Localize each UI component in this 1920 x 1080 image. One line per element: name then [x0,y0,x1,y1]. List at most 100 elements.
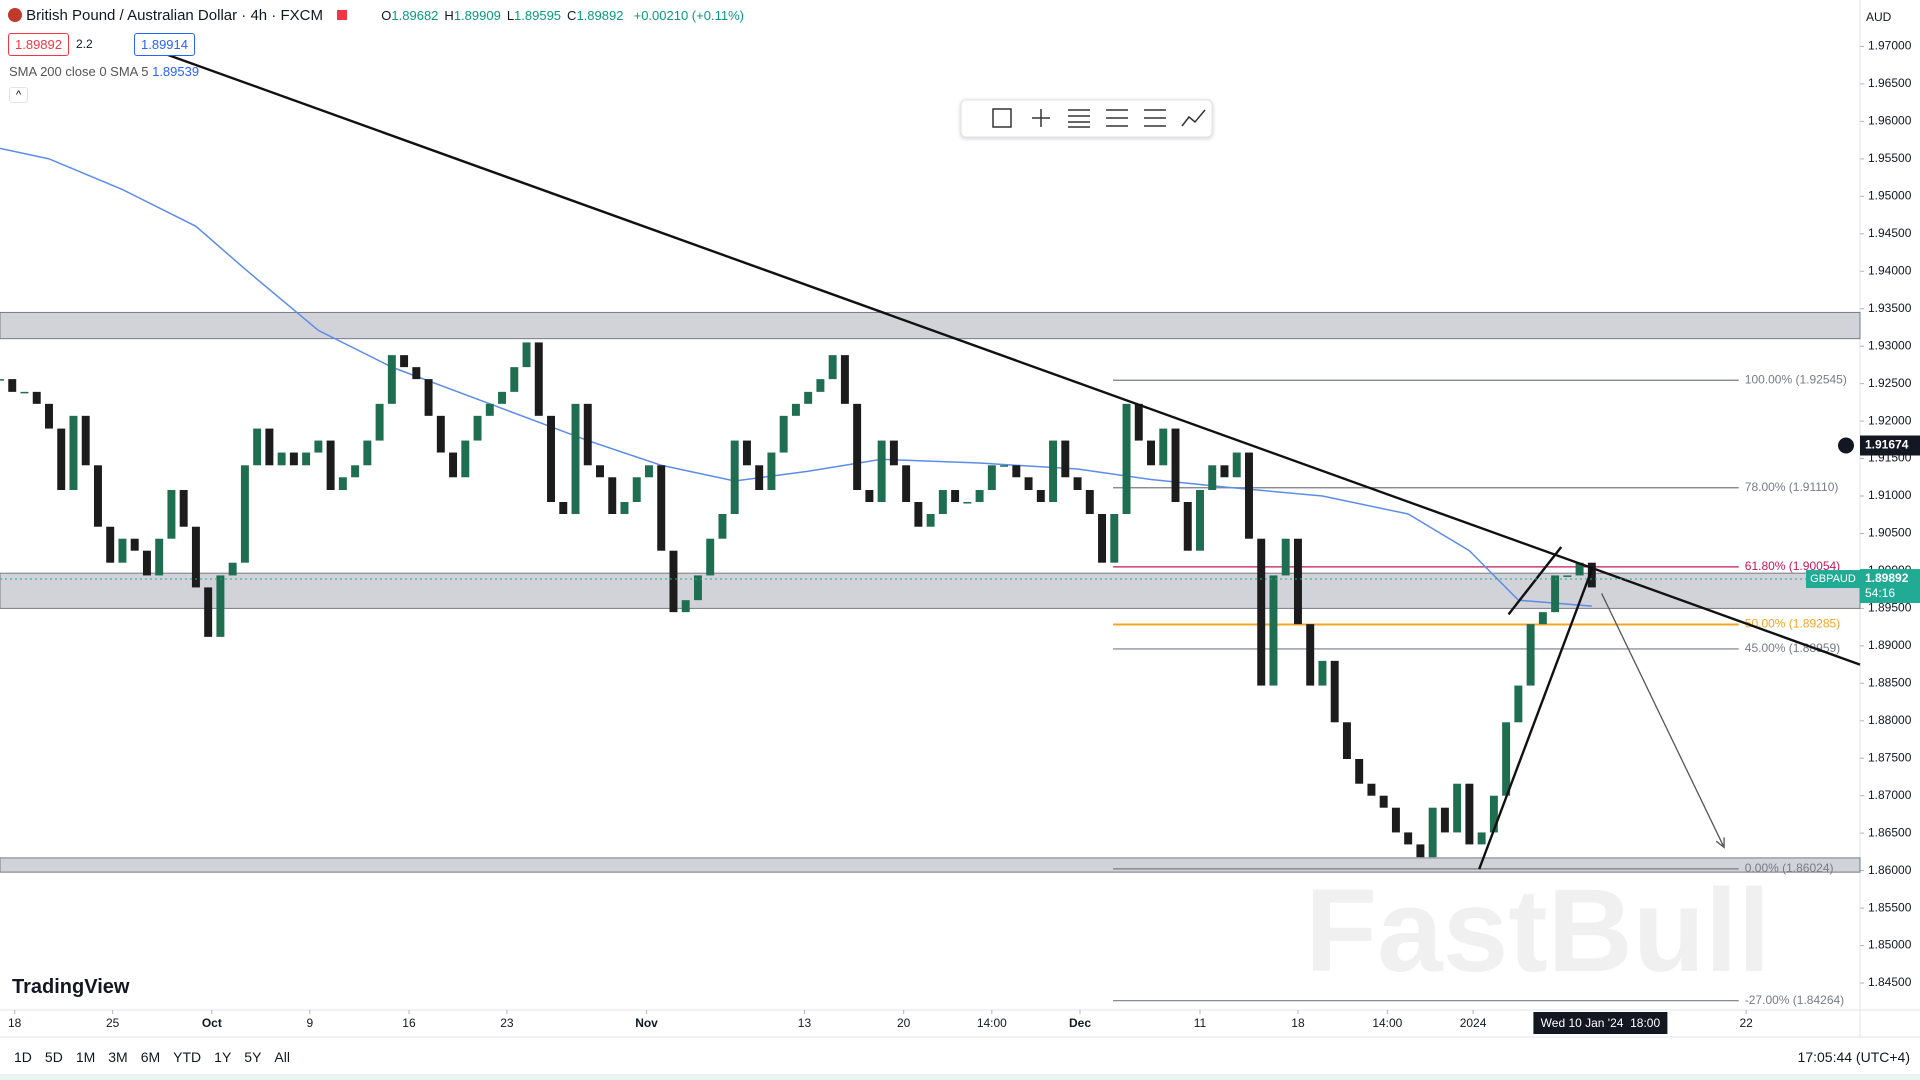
tool-settings[interactable] [1106,109,1128,127]
candle [559,502,568,514]
logo[interactable]: TradingView [12,976,130,998]
x-tick-label: 13 [798,1016,812,1030]
x-tick-label: 14:00 [1372,1016,1402,1030]
zone [0,572,1861,609]
ask[interactable]: 1.89914 [134,33,195,56]
tool-lines[interactable] [1068,109,1090,128]
candle [1220,465,1229,478]
candle [45,403,53,429]
fib-label: 78.00% (1.91110) [1745,480,1839,494]
timeframe-button[interactable]: 5D [44,1049,63,1065]
symbol[interactable]: British Pound / Australian Dollar · 4h ·… [26,7,323,24]
indicator[interactable]: SMA 200 close 0 SMA 5 1.89539 [9,64,199,79]
candle [1587,562,1596,588]
candle [449,452,458,478]
candle [81,415,90,466]
y-tick-label: 1.92000 [1868,413,1912,427]
candle [1342,722,1351,759]
y-tick-label: 1.97000 [1868,39,1912,53]
zone [0,311,1861,340]
drawing-toolbar[interactable] [960,99,1213,138]
candle [461,440,470,478]
candle [938,490,947,514]
y-tick-label: 1.92500 [1868,376,1912,390]
symbol-tag [1806,570,1860,589]
timeframe-bar: 1D 5D 1M 3M 6M YTD 1Y 5Y All [14,1049,303,1065]
tool-filter[interactable] [1144,109,1166,127]
indicator-value: 1.89539 [152,64,200,79]
candle [608,477,617,514]
candle [571,403,580,514]
timeframe-button[interactable]: 1Y [214,1049,232,1065]
timeframe-button[interactable]: 1M [75,1049,96,1065]
timeframe-button[interactable]: 3M [108,1049,128,1065]
currency[interactable]: AUD [1866,10,1892,24]
symbol-icon [8,8,22,22]
candle [1171,428,1180,503]
candle [645,465,653,478]
crosshair-price-tag [1860,435,1920,456]
candle [706,538,715,576]
timeframe-button[interactable]: YTD [173,1049,202,1065]
x-tick-label: 20 [897,1016,911,1030]
y-tick-label: 1.93000 [1868,338,1912,352]
candle [1514,685,1523,723]
candle [1122,403,1131,514]
crosshair-time-tag [1533,1012,1668,1034]
candle [1049,440,1058,503]
candle [1000,465,1009,467]
collapse-button[interactable]: ^ [9,87,29,103]
ohlc-value: 1.89682 [391,8,439,23]
fib-label: -27.00% (1.84264) [1745,993,1844,1007]
trendline [1478,569,1593,870]
candle [1012,465,1021,478]
candle [1526,624,1535,686]
candle [69,415,78,491]
candle [179,490,188,527]
y-tick-label: 1.96500 [1868,76,1912,90]
candle [1232,452,1241,478]
bid[interactable]: 1.89892 [8,33,69,56]
timeframe-button[interactable]: 5Y [244,1049,262,1065]
ohlc-label: H [444,8,454,23]
candle [755,465,764,491]
candle [265,428,274,466]
candle [914,502,923,527]
candle [816,379,825,392]
candle [191,526,200,588]
candle [8,379,17,392]
candle [253,428,262,466]
candle [485,403,494,416]
x-tick-label: 9 [306,1016,313,1030]
tool-trend[interactable] [1181,109,1206,127]
candle [1551,575,1560,613]
y-tick-label: 1.87500 [1868,750,1912,764]
candle [693,575,702,601]
candle [228,562,237,576]
candle [853,403,862,491]
candle [1355,758,1364,784]
candle [498,391,507,404]
tool-rect[interactable] [992,108,1012,128]
clock[interactable]: 17:05:44 (UTC+4) [1797,1049,1910,1065]
countdown: 54:16 [1865,586,1895,600]
ohlc-label: C [567,8,577,23]
candle [828,355,837,380]
candle [1330,660,1339,723]
tool-cross[interactable] [1032,109,1050,127]
y-tick-label: 1.85500 [1868,900,1912,914]
candle [1563,575,1572,577]
candle [1575,562,1584,576]
x-tick-label: 14:00 [977,1016,1007,1030]
timeframe-button[interactable]: 6M [140,1049,161,1065]
candle [681,600,690,613]
candle [547,415,555,503]
y-tick-label: 1.95000 [1868,188,1912,202]
y-tick-label: 1.89500 [1868,601,1912,615]
timeframe-button[interactable]: 1D [14,1049,32,1065]
x-tick-label: Dec [1069,1016,1091,1030]
candle [216,575,225,637]
y-tick-label: 1.94000 [1868,263,1912,277]
timeframe-button[interactable]: All [274,1049,290,1065]
